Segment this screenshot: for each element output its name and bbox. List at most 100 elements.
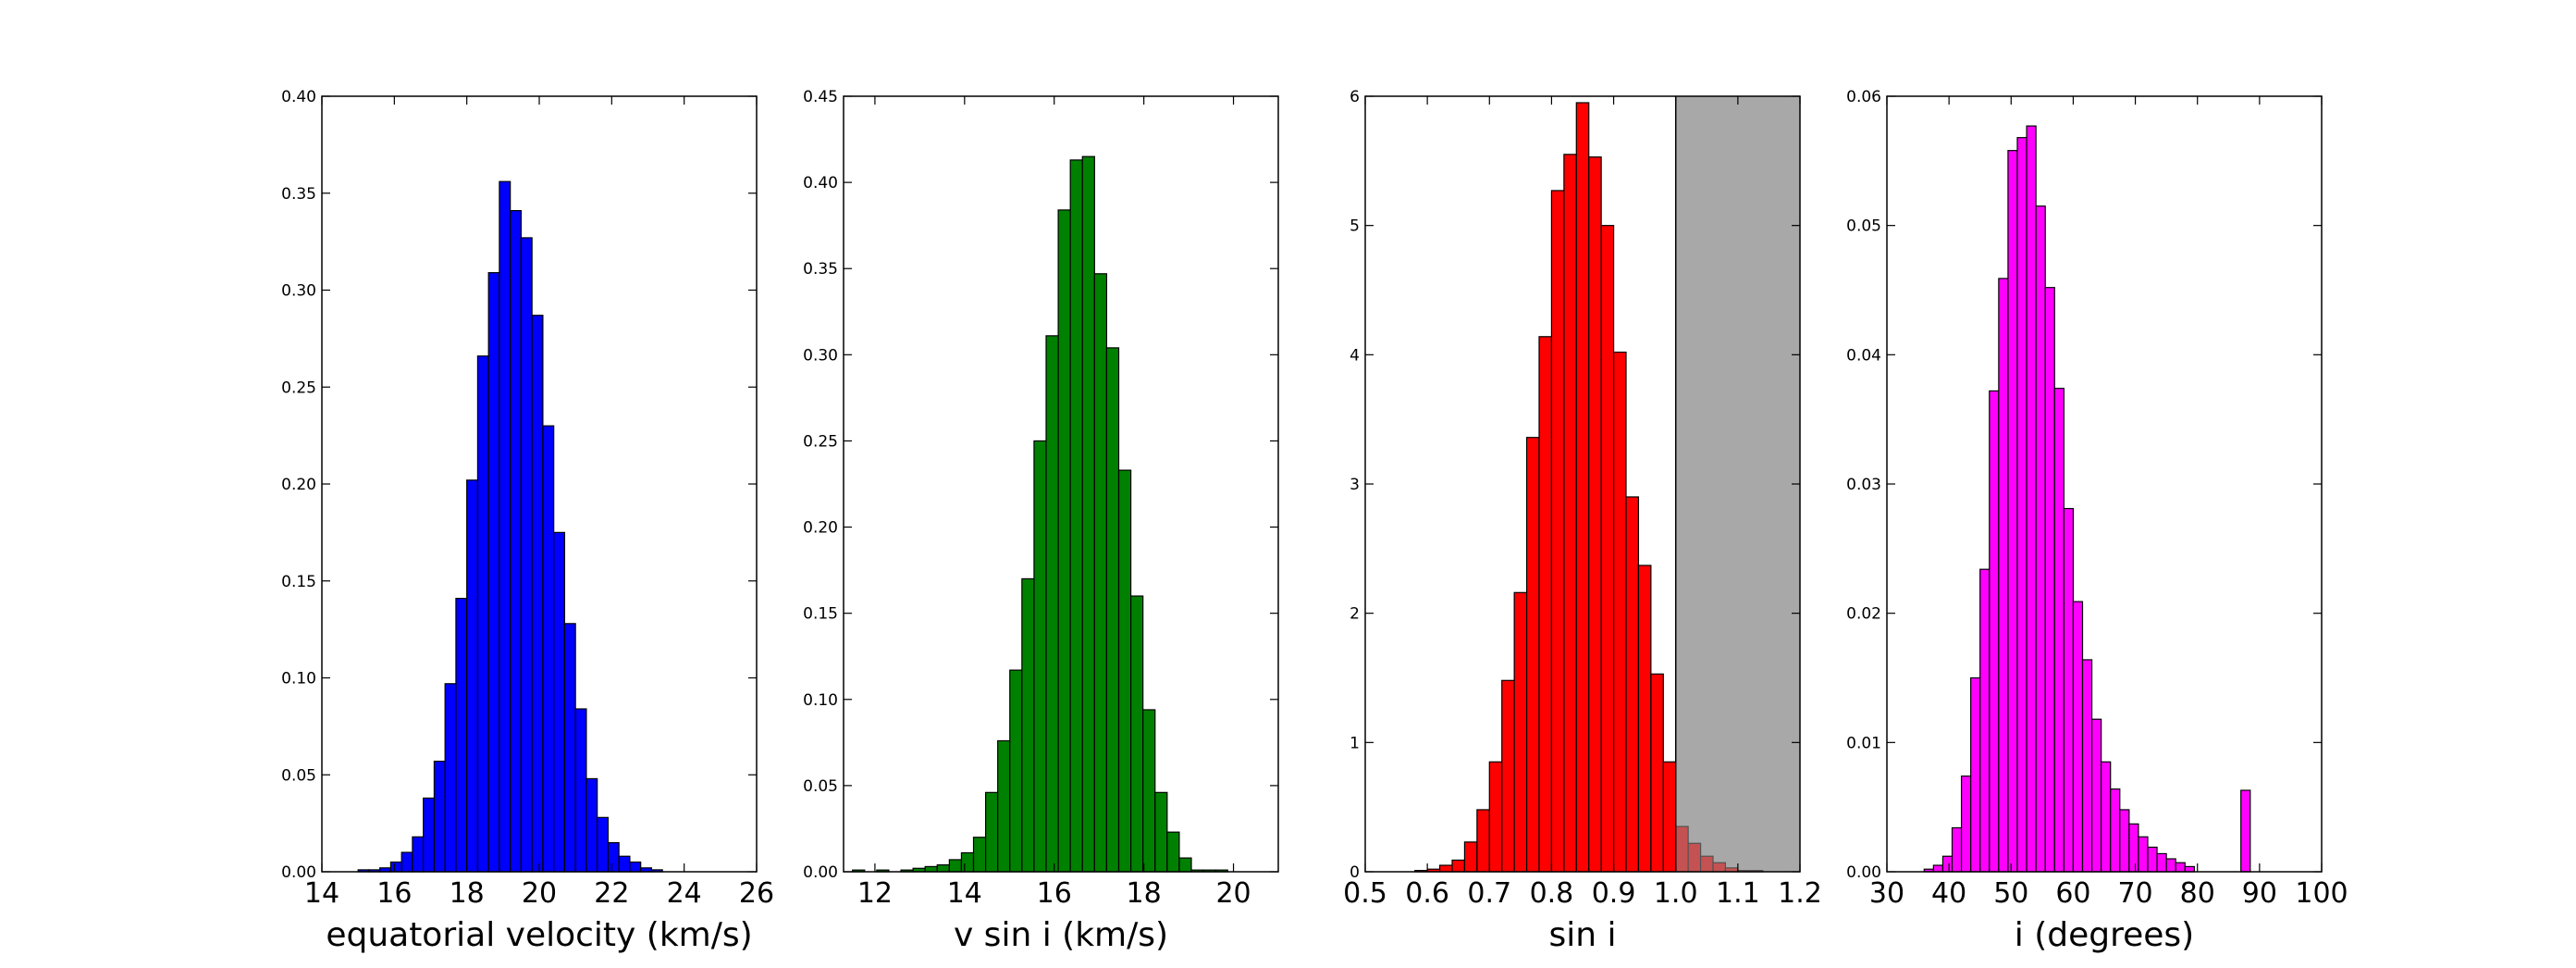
y-tick-label: 0 [1350, 863, 1360, 882]
histogram-bar [520, 237, 533, 873]
histogram-bar [2184, 865, 2195, 873]
y-tick-label: 6 [1350, 88, 1360, 106]
x-tick-label: 30 [1869, 877, 1904, 910]
histogram-bar [1117, 469, 1132, 873]
histogram-bar [1941, 855, 1954, 873]
y-tick-label: 0.10 [281, 670, 316, 689]
histogram-bar [2165, 858, 2176, 873]
x-tick-label: 12 [857, 877, 893, 910]
histogram-bar [1501, 679, 1515, 873]
histogram-bar [1637, 565, 1652, 873]
x-tick-label: 18 [1127, 877, 1162, 910]
histogram-bar [2156, 852, 2167, 873]
histogram-bar [1970, 676, 1981, 873]
histogram-bar [2072, 601, 2084, 873]
histogram-bar [2044, 287, 2055, 873]
x-tick-label: 50 [1993, 877, 2028, 910]
histogram-bar [1525, 437, 1540, 873]
histogram-bar [1009, 669, 1023, 873]
histogram-bar [1021, 577, 1035, 873]
x-tick-label: 0.7 [1467, 877, 1511, 910]
y-tick-label: 0.00 [1846, 863, 1881, 882]
y-tick-label: 0.03 [1846, 476, 1881, 494]
y-tick-label: 0.20 [803, 519, 838, 538]
histogram-bar [585, 777, 598, 873]
histogram-bar [2110, 788, 2121, 873]
y-tick-label: 0.02 [1846, 605, 1881, 624]
y-tick-label: 3 [1350, 476, 1360, 494]
histogram-bar [2035, 205, 2046, 873]
histogram-bar [936, 863, 950, 873]
y-tick-label: 0.00 [281, 863, 316, 882]
histogram-bar [2147, 846, 2158, 873]
y-tick-label: 0.05 [1846, 217, 1881, 236]
y-tick-label: 0.00 [803, 863, 838, 882]
histogram-bar [563, 623, 576, 873]
histogram-bar [389, 861, 402, 873]
histogram-bar [2026, 125, 2037, 873]
histogram-bar [499, 180, 512, 873]
x-tick-label: 1.0 [1654, 877, 1698, 910]
x-tick-label: 20 [1215, 877, 1251, 910]
y-tick-label: 0.25 [803, 432, 838, 451]
y-tick-label: 0.40 [803, 174, 838, 192]
y-tick-label: 0.05 [803, 777, 838, 796]
histogram-bar [1550, 190, 1565, 873]
histogram-bar [1960, 776, 1972, 873]
histogram-bar [466, 479, 479, 873]
histogram-bar [984, 791, 999, 873]
histogram-bar [629, 861, 642, 873]
y-tick-label: 4 [1350, 346, 1360, 365]
histogram-bar [1178, 857, 1192, 873]
shaded-region-overlay [1675, 96, 1800, 872]
x-tick-label: 0.6 [1405, 877, 1449, 910]
x-tick-label: 16 [1037, 877, 1072, 910]
histogram-bar [2053, 388, 2064, 873]
y-tick-label: 0.35 [803, 260, 838, 279]
histogram-bar [1057, 209, 1071, 873]
x-tick-label: 1.1 [1716, 877, 1760, 910]
x-tick-label: 90 [2242, 877, 2277, 910]
y-tick-label: 2 [1350, 605, 1360, 624]
x-tick-label: 0.8 [1530, 877, 1574, 910]
histogram-bar [1451, 859, 1466, 873]
histogram-bar [510, 210, 523, 873]
axes-frame [843, 95, 1279, 873]
histogram-bar [1662, 761, 1677, 873]
histogram-bar [948, 859, 963, 873]
histogram-bar [433, 760, 446, 873]
histogram-bar [476, 355, 489, 873]
y-tick-label: 0.45 [803, 88, 838, 106]
histogram-bar [1033, 440, 1047, 873]
x-tick-label: 18 [450, 877, 485, 910]
histogram-bar [444, 683, 457, 873]
y-tick-label: 0.25 [281, 379, 316, 397]
x-tick-label: 16 [376, 877, 412, 910]
y-tick-label: 0.06 [1846, 88, 1881, 106]
histogram-bar [2175, 862, 2186, 873]
histogram-bar [1154, 791, 1168, 873]
x-tick-label: 1.2 [1778, 877, 1822, 910]
x-tick-label: 70 [2117, 877, 2152, 910]
histogram-bar [1538, 336, 1553, 873]
histogram-bar [1069, 159, 1083, 873]
y-tick-label: 0.30 [803, 346, 838, 365]
histogram-bar [597, 816, 610, 873]
x-tick-label: 14 [947, 877, 982, 910]
histogram-bar [1513, 591, 1528, 873]
histogram-bar [2016, 137, 2028, 873]
y-tick-label: 0.04 [1846, 346, 1881, 365]
histogram-bar [412, 836, 425, 873]
y-tick-label: 0.10 [803, 691, 838, 710]
histogram-bar [1951, 826, 1963, 873]
histogram-bar [2081, 659, 2093, 873]
histogram-bar [1588, 156, 1602, 873]
histogram-bar [1998, 278, 2009, 873]
x-axis-label: v sin i (km/s) [954, 916, 1168, 954]
axes-frame [1886, 95, 2323, 873]
histogram-bar [1463, 841, 1478, 873]
histogram-bar [1093, 273, 1108, 873]
x-tick-label: 20 [522, 877, 557, 910]
histogram-bar [1142, 709, 1156, 873]
